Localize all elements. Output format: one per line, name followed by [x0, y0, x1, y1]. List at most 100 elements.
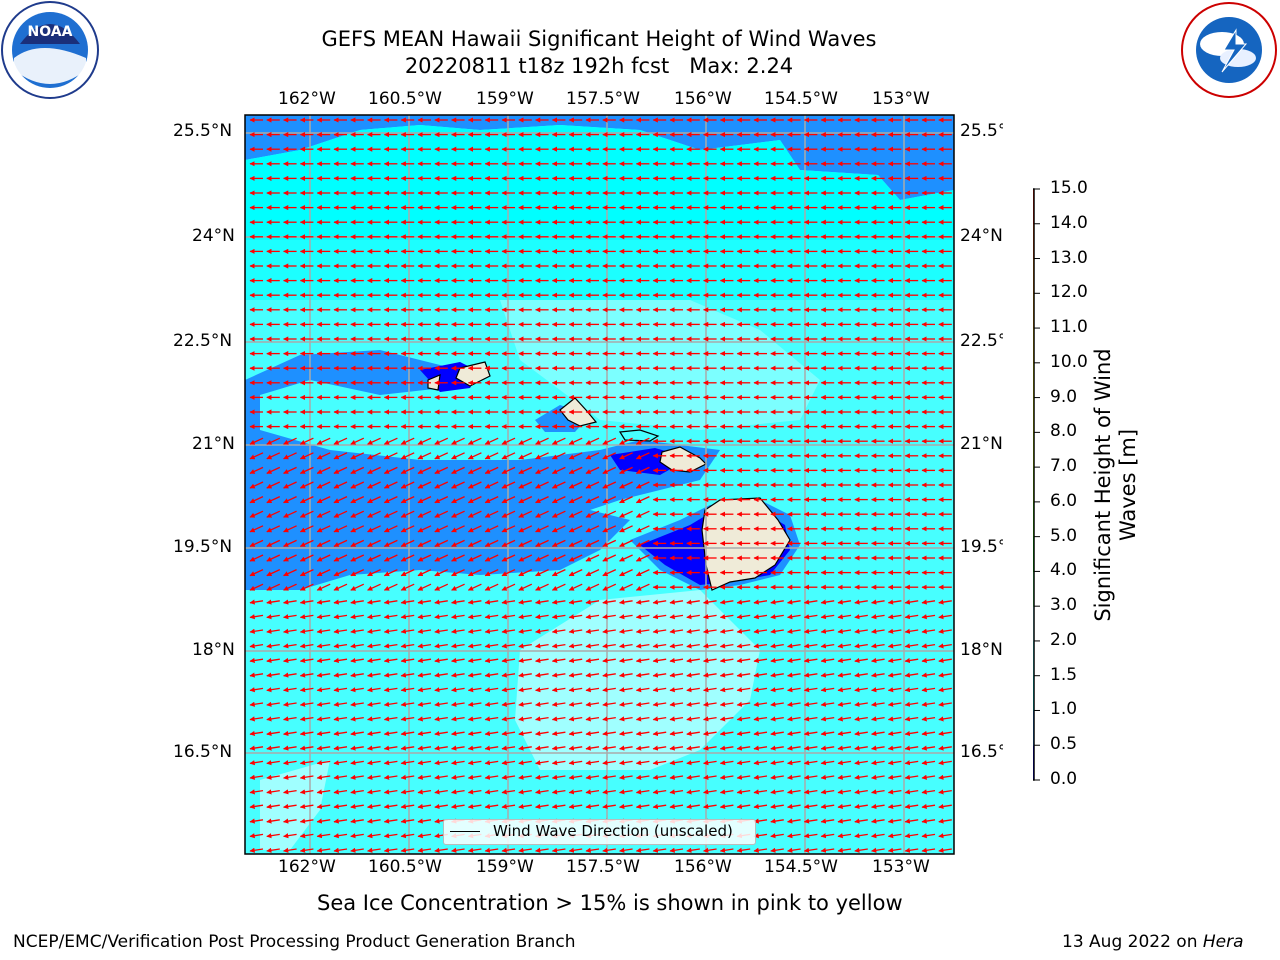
wind-wave-arrow — [787, 614, 801, 620]
wind-wave-arrow — [787, 657, 801, 664]
wind-wave-arrow — [602, 539, 617, 547]
wind-wave-arrow — [484, 539, 499, 547]
wind-wave-arrow — [535, 539, 549, 547]
wind-wave-arrow — [871, 687, 885, 693]
lon-label-bottom: 162°W — [278, 857, 336, 877]
wind-wave-arrow — [434, 466, 449, 474]
wind-wave-arrow — [669, 628, 684, 634]
svg-text:NOAA: NOAA — [28, 24, 73, 40]
wind-wave-arrow — [837, 657, 852, 664]
wind-wave-arrow — [299, 452, 314, 460]
wind-wave-arrow — [266, 583, 281, 591]
wind-wave-arrow — [383, 496, 398, 504]
wind-wave-arrow — [266, 452, 281, 460]
wind-wave-arrow — [619, 701, 633, 707]
wind-wave-arrow — [787, 643, 801, 649]
wind-wave-arrow — [703, 643, 717, 649]
wind-wave-arrow — [619, 496, 633, 504]
wind-wave-arrow — [887, 628, 902, 634]
wind-wave-arrow — [316, 614, 331, 620]
wind-wave-arrow — [283, 716, 297, 722]
wind-wave-arrow — [686, 599, 700, 605]
colorbar-tick-label: 9.0 — [1050, 386, 1078, 407]
wind-wave-arrow — [568, 628, 583, 634]
wind-wave-arrow — [266, 657, 280, 664]
wind-wave-arrow — [602, 452, 617, 460]
wind-wave-arrow — [249, 452, 264, 460]
wind-wave-arrow — [736, 657, 751, 664]
wind-wave-arrow — [400, 525, 415, 533]
wave-height-field — [245, 115, 954, 854]
wind-wave-arrow — [551, 657, 566, 664]
wind-wave-arrow — [518, 554, 533, 562]
wind-wave-arrow — [669, 643, 684, 649]
wind-wave-arrow — [467, 554, 482, 562]
wind-wave-arrow — [367, 628, 381, 634]
wind-wave-arrow — [266, 643, 280, 649]
wind-wave-arrow — [602, 672, 616, 678]
wind-wave-arrow — [719, 643, 734, 649]
colorbar-tick-label: 12.0 — [1050, 282, 1088, 303]
wind-wave-arrow — [451, 466, 465, 474]
wind-wave-arrow — [316, 599, 331, 605]
wind-wave-arrow — [417, 554, 432, 562]
wind-wave-arrow — [417, 452, 432, 460]
wind-wave-arrow — [417, 510, 432, 518]
wind-wave-arrow — [249, 701, 264, 707]
wind-wave-arrow — [568, 452, 583, 460]
wind-wave-arrow — [316, 437, 331, 445]
wind-wave-arrow — [602, 554, 617, 562]
colorbar-tick-label: 1.0 — [1050, 699, 1078, 720]
wind-wave-arrow — [266, 481, 281, 489]
wind-wave-arrow — [585, 614, 600, 620]
colorbar-tick-label: 10.0 — [1050, 351, 1088, 372]
wind-wave-arrow — [434, 437, 449, 445]
wind-wave-arrow — [518, 657, 532, 664]
wind-wave-arrow — [887, 701, 902, 707]
wind-wave-arrow — [367, 599, 381, 605]
lat-label-left: 21°N — [192, 434, 235, 454]
wind-wave-arrow — [249, 481, 264, 489]
wind-wave-arrow — [417, 539, 432, 547]
wind-wave-arrow — [400, 628, 415, 634]
wind-wave-arrow — [854, 614, 868, 620]
wind-wave-arrow — [518, 510, 533, 518]
wind-wave-arrow — [484, 525, 499, 533]
wind-wave-arrow — [451, 687, 465, 693]
wind-wave-arrow — [367, 539, 381, 547]
wind-wave-arrow — [299, 525, 314, 533]
colorbar-tick-label: 0.5 — [1050, 734, 1078, 755]
wind-wave-arrow — [837, 628, 852, 634]
wind-wave-arrow — [367, 569, 381, 577]
wind-wave-arrow — [467, 481, 482, 489]
wind-wave-arrow — [803, 614, 818, 620]
wind-wave-arrow — [887, 614, 902, 620]
wind-wave-arrow — [350, 539, 365, 547]
colorbar-tick-label: 0.0 — [1050, 769, 1078, 789]
wind-wave-arrow — [434, 510, 449, 518]
wind-wave-arrow — [434, 643, 448, 649]
wind-wave-arrow — [837, 687, 852, 693]
wind-wave-arrow — [249, 466, 264, 474]
lat-label-left: 22.5°N — [173, 331, 233, 351]
footer-host: Hera — [1202, 932, 1244, 952]
wind-wave-arrow — [602, 466, 617, 474]
wind-wave-arrow — [753, 672, 768, 678]
wind-wave-arrow — [619, 599, 633, 605]
wind-wave-arrow — [417, 701, 432, 707]
wind-wave-arrow — [602, 643, 616, 649]
wind-wave-arrow — [417, 569, 432, 577]
wind-wave-arrow — [333, 599, 348, 605]
wind-wave-arrow — [938, 657, 952, 664]
wind-wave-arrow — [652, 687, 667, 693]
wind-wave-arrow — [535, 466, 549, 474]
wind-wave-arrow — [249, 583, 264, 591]
wind-wave-arrow — [787, 701, 801, 707]
wind-wave-arrow — [451, 583, 465, 591]
wind-wave-arrow — [417, 599, 432, 605]
wind-wave-arrow — [854, 628, 868, 634]
wind-wave-arrow — [400, 643, 415, 649]
colorbar-tick-label: 7.0 — [1050, 456, 1078, 477]
wind-wave-arrow — [787, 687, 801, 693]
